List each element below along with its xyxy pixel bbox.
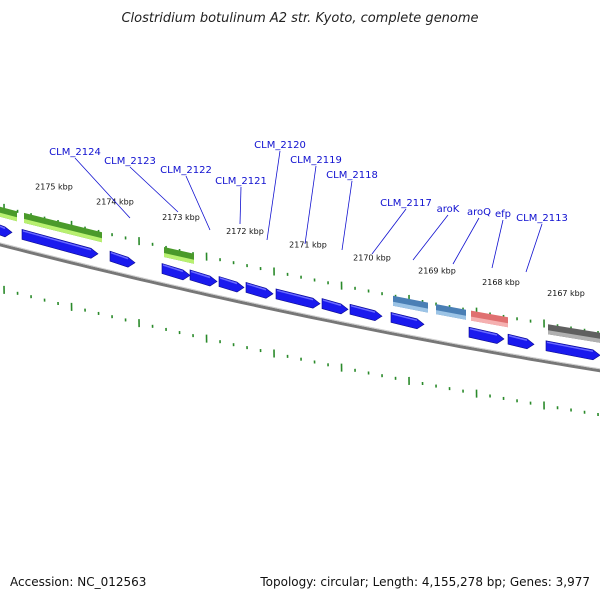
- map-title: Clostridium botulinum A2 str. Kyoto, com…: [121, 11, 478, 26]
- gene-feature-shade: [471, 316, 508, 328]
- gene-label: CLM_2113: [516, 213, 568, 224]
- callout-leader: [491, 219, 504, 269]
- callout-leader: [239, 186, 242, 225]
- cds-arrow-shine: [276, 289, 314, 301]
- gene-label: CLM_2123: [104, 156, 156, 167]
- cds-arrow: [545, 340, 600, 361]
- callout-leader: [185, 175, 211, 231]
- cds-track: [0, 224, 600, 361]
- gene-feature-shade: [393, 301, 428, 313]
- callout-leader: [341, 180, 353, 251]
- callout-leader: [412, 214, 449, 261]
- cds-arrow-shine: [350, 305, 376, 313]
- kbp-label: 2171 kbp: [289, 241, 327, 250]
- gene-label: efp: [495, 209, 511, 220]
- callout-leader: [74, 157, 131, 219]
- cds-arrow: [0, 224, 13, 238]
- cds-arrow-shine: [0, 225, 6, 230]
- kbp-label: 2170 kbp: [353, 254, 391, 263]
- cds-arrow-shine: [508, 334, 528, 341]
- cds-arrow-shine: [246, 283, 267, 291]
- cds-arrow-shine: [546, 341, 594, 353]
- gene-label: CLM_2124: [49, 147, 101, 158]
- kbp-label: 2167 kbp: [547, 289, 585, 298]
- gene-label: CLM_2119: [290, 155, 342, 166]
- inner-tick-track: [3, 285, 599, 416]
- cds-arrow-shine: [190, 270, 211, 279]
- callout-leader: [452, 217, 480, 265]
- gene-track: [0, 206, 600, 343]
- cds-arrow-shine: [322, 299, 342, 307]
- callout-leader: [266, 150, 281, 241]
- gene-feature-shade: [548, 330, 600, 343]
- gene-label: CLM_2122: [160, 165, 212, 176]
- cds-arrow-shine: [391, 313, 418, 322]
- backbone-line: [0, 243, 600, 373]
- gene-label: CLM_2117: [380, 198, 432, 209]
- gene-feature-shade: [164, 253, 194, 264]
- cds-arrow-shine: [162, 264, 184, 273]
- gene-label: CLM_2118: [326, 170, 378, 181]
- gene-label: CLM_2120: [254, 140, 306, 151]
- kbp-label: 2175 kbp: [35, 183, 73, 192]
- callout-leader: [129, 166, 179, 213]
- accession-label: Accession: NC_012563: [10, 575, 146, 589]
- gene-label: CLM_2121: [215, 176, 267, 187]
- cds-arrow-shine: [22, 230, 92, 251]
- callout-leader: [304, 165, 317, 245]
- gene-label: aroQ: [467, 207, 491, 218]
- gene-feature-shade: [436, 310, 466, 320]
- kbp-label: 2172 kbp: [226, 227, 264, 236]
- cds-arrow-shine: [219, 277, 238, 285]
- genome-backbone: [0, 242, 600, 373]
- cds-arrow-shine: [110, 252, 129, 260]
- gene-feature-shade: [0, 212, 17, 222]
- kbp-label: 2169 kbp: [418, 266, 456, 275]
- backbone-highlight: [0, 242, 600, 370]
- genome-summary-label: Topology: circular; Length: 4,155,278 bp…: [259, 575, 590, 589]
- gene-label: aroK: [437, 204, 460, 215]
- cds-arrow-shine: [469, 327, 498, 336]
- gene-feature-shade: [24, 218, 102, 243]
- callout-leader: [525, 223, 543, 273]
- callout-leader: [371, 208, 407, 255]
- kbp-label: 2173 kbp: [162, 213, 200, 222]
- kbp-label: 2168 kbp: [482, 278, 520, 287]
